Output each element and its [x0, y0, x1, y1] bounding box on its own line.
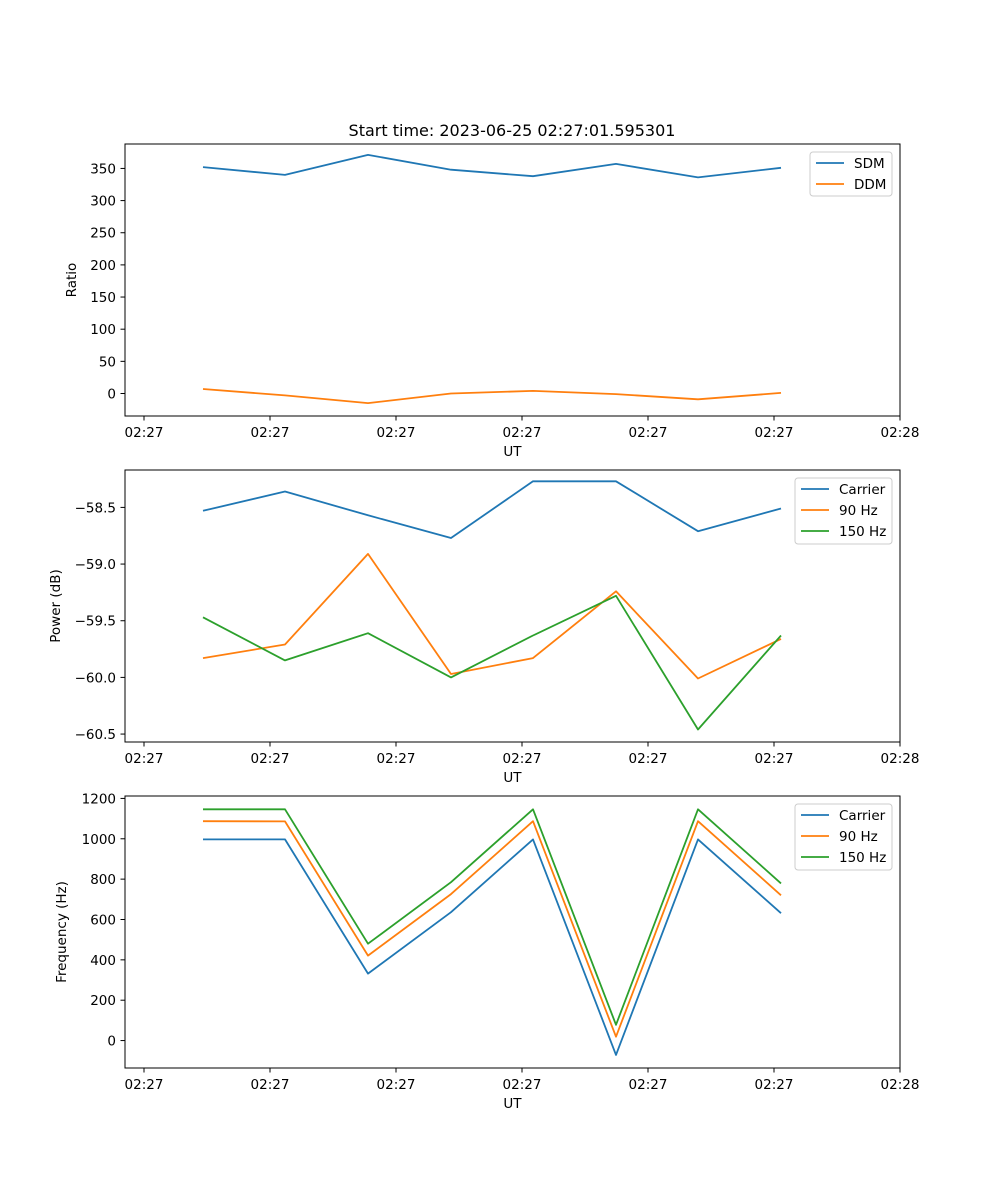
x-tick-label: 02:27 — [503, 751, 542, 767]
x-tick-label: 02:27 — [251, 425, 290, 441]
x-tick-label: 02:27 — [377, 751, 416, 767]
y-tick-label: −58.5 — [75, 500, 116, 516]
y-axis-label: Ratio — [64, 263, 80, 298]
y-tick-label: 350 — [90, 161, 116, 177]
y-axis-label: Frequency (Hz) — [54, 881, 70, 983]
legend-entry: 90 Hz — [839, 503, 878, 519]
axes-frame — [124, 795, 901, 1069]
legend-entry: 150 Hz — [839, 524, 886, 540]
x-axis-label: UT — [503, 1096, 522, 1112]
series-line-ddm — [202, 388, 782, 405]
y-tick-label: 400 — [90, 953, 116, 969]
y-tick-label: 250 — [90, 226, 116, 242]
series-line-150-hz — [202, 594, 782, 731]
x-tick-label: 02:27 — [503, 425, 542, 441]
panel-2: 02:27 02:27 02:27 02:27 02:27 02:27 02:28 −58.5… — [48, 469, 920, 786]
series-line-carrier — [202, 480, 782, 539]
x-tick-label: 02:27 — [125, 1077, 164, 1093]
y-tick-label: 600 — [90, 912, 116, 928]
x-tick-label: 02:27 — [503, 1077, 542, 1093]
x-tick-label: 02:28 — [881, 425, 920, 441]
x-tick-label: 02:27 — [755, 425, 794, 441]
x-tick-label: 02:27 — [755, 751, 794, 767]
legend-entry: Carrier — [839, 482, 886, 498]
y-tick-label: −59.5 — [75, 614, 116, 630]
y-tick-label: −59.0 — [75, 557, 116, 573]
y-axis-label: Power (dB) — [48, 569, 64, 642]
legend: SDM DDM — [809, 151, 893, 197]
x-tick-label: 02:28 — [881, 751, 920, 767]
y-tick-label: 200 — [90, 258, 116, 274]
y-tick-label: 50 — [99, 354, 116, 370]
legend-entry: DDM — [854, 177, 886, 193]
x-tick-label: 02:27 — [629, 425, 668, 441]
series-line-150-hz — [203, 808, 782, 1026]
series-line-sdm — [202, 153, 782, 179]
legend: Carrier 90 Hz 150 Hz — [794, 803, 893, 871]
y-tick-label: 300 — [90, 194, 116, 210]
y-tick-label: 1200 — [82, 791, 116, 807]
x-tick-label: 02:27 — [251, 751, 290, 767]
x-tick-label: 02:27 — [377, 1077, 416, 1093]
x-tick-label: 02:27 — [377, 425, 416, 441]
legend-box — [794, 477, 893, 545]
legend-entry: SDM — [854, 156, 885, 172]
series-line-90-hz — [202, 553, 782, 680]
panel-3: 02:27 02:27 02:27 02:27 02:27 02:27 02:28 0 200 4… — [54, 791, 919, 1112]
axes-frame — [124, 143, 901, 417]
y-tick-label: −60.0 — [75, 670, 116, 686]
legend: Carrier 90 Hz 150 Hz — [794, 477, 893, 545]
x-tick-label: 02:27 — [125, 751, 164, 767]
x-tick-label: 02:27 — [125, 425, 164, 441]
x-axis-label: UT — [503, 770, 522, 786]
figure-title: Start time: 2023-06-25 02:27:01.595301 — [349, 121, 676, 140]
legend-entry: Carrier — [839, 808, 886, 824]
x-tick-label: 02:27 — [629, 751, 668, 767]
y-tick-label: −60.5 — [75, 727, 116, 743]
y-tick-label: 0 — [107, 386, 116, 402]
y-tick-label: 200 — [90, 993, 116, 1009]
x-axis-label: UT — [503, 444, 522, 460]
y-tick-label: 0 — [107, 1034, 116, 1050]
y-tick-label: 800 — [90, 872, 116, 888]
y-tick-label: 100 — [90, 322, 116, 338]
legend-box — [794, 803, 893, 871]
legend-entry: 150 Hz — [839, 850, 886, 866]
x-tick-label: 02:27 — [251, 1077, 290, 1093]
y-tick-label: 150 — [90, 290, 116, 306]
x-tick-label: 02:28 — [881, 1077, 920, 1093]
x-tick-label: 02:27 — [755, 1077, 794, 1093]
series-line-carrier — [203, 838, 782, 1056]
legend-entry: 90 Hz — [839, 829, 878, 845]
axes-frame — [124, 469, 901, 743]
series-line-90-hz — [202, 820, 782, 1038]
y-tick-label: 1000 — [82, 832, 116, 848]
x-tick-label: 02:27 — [629, 1077, 668, 1093]
panel-1: 02:27 02:27 02:27 02:27 02:27 02:27 02:28 0 50 10… — [64, 143, 920, 460]
